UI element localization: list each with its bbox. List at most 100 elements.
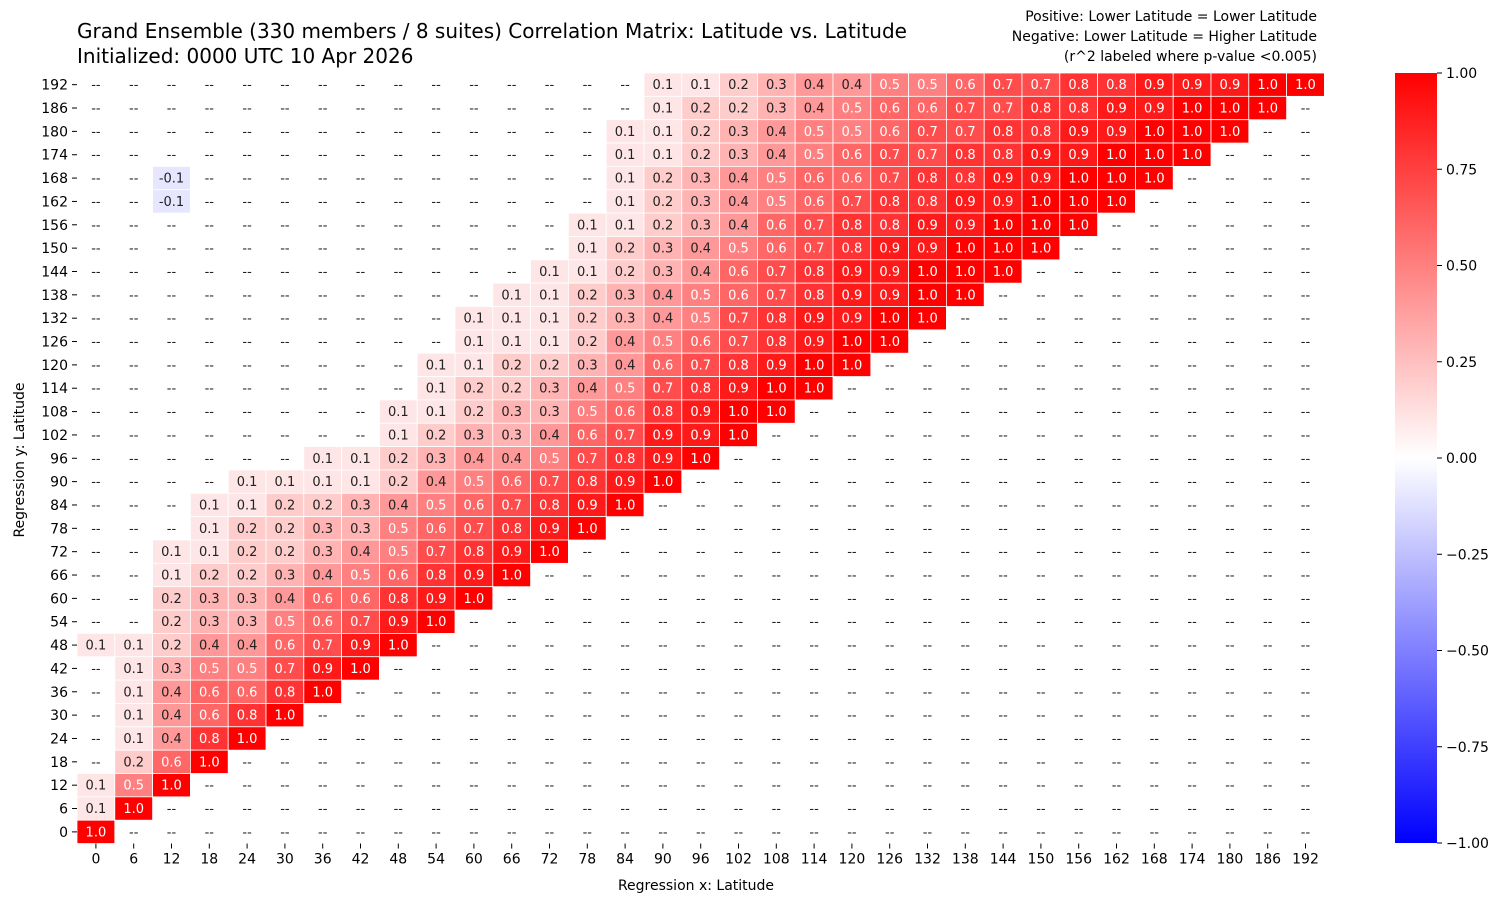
- cell-label: --: [394, 755, 404, 770]
- cell-label: --: [998, 522, 1008, 537]
- cell-label: 0.8: [917, 195, 938, 210]
- cell-label: 0.6: [955, 78, 976, 93]
- cell-label: 0.9: [615, 475, 636, 490]
- cell-label: --: [167, 125, 177, 140]
- cell-label: --: [280, 428, 290, 443]
- cell-label: --: [469, 709, 479, 724]
- cell-label: --: [1225, 335, 1235, 350]
- cell-label: --: [658, 802, 668, 817]
- cell-label: --: [1301, 148, 1311, 163]
- cell-label: --: [91, 475, 101, 490]
- cell-label: --: [583, 685, 593, 700]
- cell-label: 1.0: [312, 685, 333, 700]
- cell-label: 0.7: [804, 242, 825, 257]
- cell-label: --: [620, 102, 630, 117]
- cell-label: 0.5: [388, 522, 409, 537]
- cell-label: --: [205, 335, 215, 350]
- cell-label: 0.8: [766, 335, 787, 350]
- cell-label: --: [998, 545, 1008, 560]
- cell-label: --: [280, 382, 290, 397]
- cell-label: 0.1: [426, 358, 447, 373]
- cell-label: --: [280, 148, 290, 163]
- cell-label: --: [507, 615, 517, 630]
- cell-label: --: [1150, 498, 1160, 513]
- cell-label: --: [1074, 685, 1084, 700]
- cell-label: --: [1036, 312, 1046, 327]
- cell-label: --: [923, 662, 933, 677]
- cell-label: 1.0: [615, 498, 636, 513]
- cell-label: --: [129, 569, 139, 584]
- cell-label: 0.7: [728, 335, 749, 350]
- cell-label: --: [167, 825, 177, 840]
- cell-label: --: [205, 358, 215, 373]
- cell-label: --: [318, 195, 328, 210]
- cell-label: --: [1036, 452, 1046, 467]
- cell-label: 0.9: [1068, 125, 1089, 140]
- cell-label: --: [658, 732, 668, 747]
- cell-label: --: [847, 498, 857, 513]
- y-tick-label: 42: [50, 661, 68, 677]
- cell-label: --: [1263, 685, 1273, 700]
- cell-label: --: [1225, 662, 1235, 677]
- y-tick-label: 174: [41, 148, 68, 164]
- heatmap-cell: [189, 749, 229, 774]
- cell-label: --: [91, 569, 101, 584]
- x-tick-label: 102: [725, 852, 752, 868]
- cell-label: --: [961, 382, 971, 397]
- heatmap-cell: [719, 422, 758, 448]
- cell-label: 0.3: [501, 428, 522, 443]
- y-axis-ticks: 1921861801741681621561501441381321261201…: [41, 78, 77, 841]
- cell-label: --: [734, 522, 744, 537]
- cell-label: 1.0: [653, 475, 674, 490]
- cell-label: --: [1225, 428, 1235, 443]
- cell-label: --: [1225, 265, 1235, 280]
- cell-label: --: [91, 709, 101, 724]
- cell-label: 1.0: [161, 779, 182, 794]
- cell-label: --: [1301, 242, 1311, 257]
- cell-label: 0.9: [879, 242, 900, 257]
- y-axis-label: Regression y: Latitude: [12, 382, 28, 537]
- cell-label: 0.7: [766, 265, 787, 280]
- cell-label: 0.6: [577, 428, 598, 443]
- y-tick-label: 108: [41, 405, 68, 421]
- cell-label: --: [1112, 288, 1122, 303]
- cell-label: -0.1: [159, 172, 184, 187]
- cell-label: --: [583, 755, 593, 770]
- cell-label: 0.4: [615, 335, 636, 350]
- cell-label: --: [583, 172, 593, 187]
- cell-label: 0.9: [1031, 172, 1052, 187]
- cell-label: --: [1263, 615, 1273, 630]
- cell-label: --: [696, 592, 706, 607]
- cell-label: --: [1187, 732, 1197, 747]
- cell-label: --: [1225, 615, 1235, 630]
- cell-label: --: [1225, 242, 1235, 257]
- cell-label: 0.1: [653, 102, 674, 117]
- cell-label: 1.0: [1144, 148, 1165, 163]
- cell-label: 0.7: [955, 102, 976, 117]
- cell-label: 0.2: [464, 405, 485, 420]
- cell-label: --: [1225, 312, 1235, 327]
- cell-label: 0.8: [1031, 102, 1052, 117]
- cell-label: --: [961, 592, 971, 607]
- cell-label: --: [507, 242, 517, 257]
- cell-label: 0.7: [917, 148, 938, 163]
- cell-label: --: [394, 242, 404, 257]
- cell-label: 0.8: [804, 265, 825, 280]
- cell-label: 0.6: [237, 685, 258, 700]
- cell-label: --: [205, 172, 215, 187]
- cell-label: --: [280, 102, 290, 117]
- cell-label: 0.6: [766, 218, 787, 233]
- cell-label: --: [356, 218, 366, 233]
- heatmap-cell: [1059, 212, 1099, 237]
- cell-label: --: [696, 685, 706, 700]
- cell-label: --: [242, 428, 252, 443]
- cell-label: 1.0: [917, 265, 938, 280]
- cell-label: --: [583, 779, 593, 794]
- cell-label: --: [469, 615, 479, 630]
- cell-label: --: [961, 405, 971, 420]
- cell-label: --: [318, 709, 328, 724]
- cell-label: --: [1074, 825, 1084, 840]
- x-tick-label: 12: [163, 852, 181, 868]
- y-tick-label: 60: [50, 591, 68, 607]
- cell-label: --: [923, 709, 933, 724]
